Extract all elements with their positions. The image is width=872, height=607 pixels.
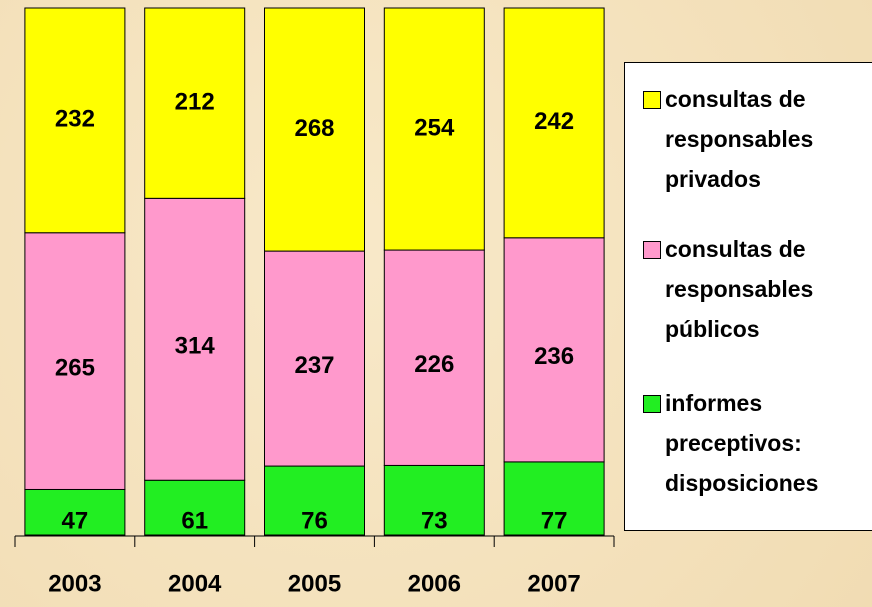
legend: consultas de responsables privados consul… <box>624 62 872 531</box>
data-label: 237 <box>294 352 334 379</box>
data-label: 61 <box>181 507 208 534</box>
data-label: 212 <box>175 89 215 116</box>
data-label: 47 <box>62 507 89 534</box>
legend-swatch <box>643 241 661 259</box>
data-label: 242 <box>534 108 574 135</box>
legend-swatch <box>643 91 661 109</box>
bar-segment <box>264 465 365 536</box>
data-label: 236 <box>534 343 574 370</box>
legend-item: informes preceptivos: disposiciones <box>643 383 872 503</box>
x-tick-label: 2003 <box>48 570 101 597</box>
data-label: 254 <box>414 114 455 141</box>
data-label: 77 <box>541 507 568 534</box>
bar-segment <box>503 237 605 463</box>
bar-segment <box>264 7 365 252</box>
data-label: 314 <box>175 333 216 360</box>
bar-segment <box>383 7 485 251</box>
bar-segment <box>383 464 485 536</box>
bar-segment <box>24 232 126 490</box>
x-tick-label: 2007 <box>527 570 580 597</box>
data-label: 232 <box>55 106 95 133</box>
bar-segment <box>503 7 605 239</box>
legend-item: consultas de responsables privados <box>643 79 872 199</box>
legend-swatch <box>643 395 661 413</box>
bar-segment <box>144 197 246 481</box>
legend-label: consultas de responsables privados <box>665 86 814 192</box>
data-label: 73 <box>421 507 448 534</box>
legend-label: consultas de responsables públicos <box>665 236 814 342</box>
legend-item: consultas de responsables públicos <box>643 229 872 349</box>
x-tick-label: 2005 <box>288 570 341 597</box>
data-label: 76 <box>301 507 328 534</box>
bar-segment <box>144 7 246 199</box>
data-label: 265 <box>55 354 95 381</box>
data-label: 268 <box>294 115 334 142</box>
bar-segment <box>264 250 365 467</box>
data-label: 226 <box>414 351 454 378</box>
bar-segment <box>383 249 485 466</box>
x-tick-label: 2006 <box>408 570 461 597</box>
legend-label: informes preceptivos: disposiciones <box>665 390 819 496</box>
x-tick-label: 2004 <box>168 570 222 597</box>
bar-segment <box>503 461 605 536</box>
bar-segment <box>24 7 126 234</box>
